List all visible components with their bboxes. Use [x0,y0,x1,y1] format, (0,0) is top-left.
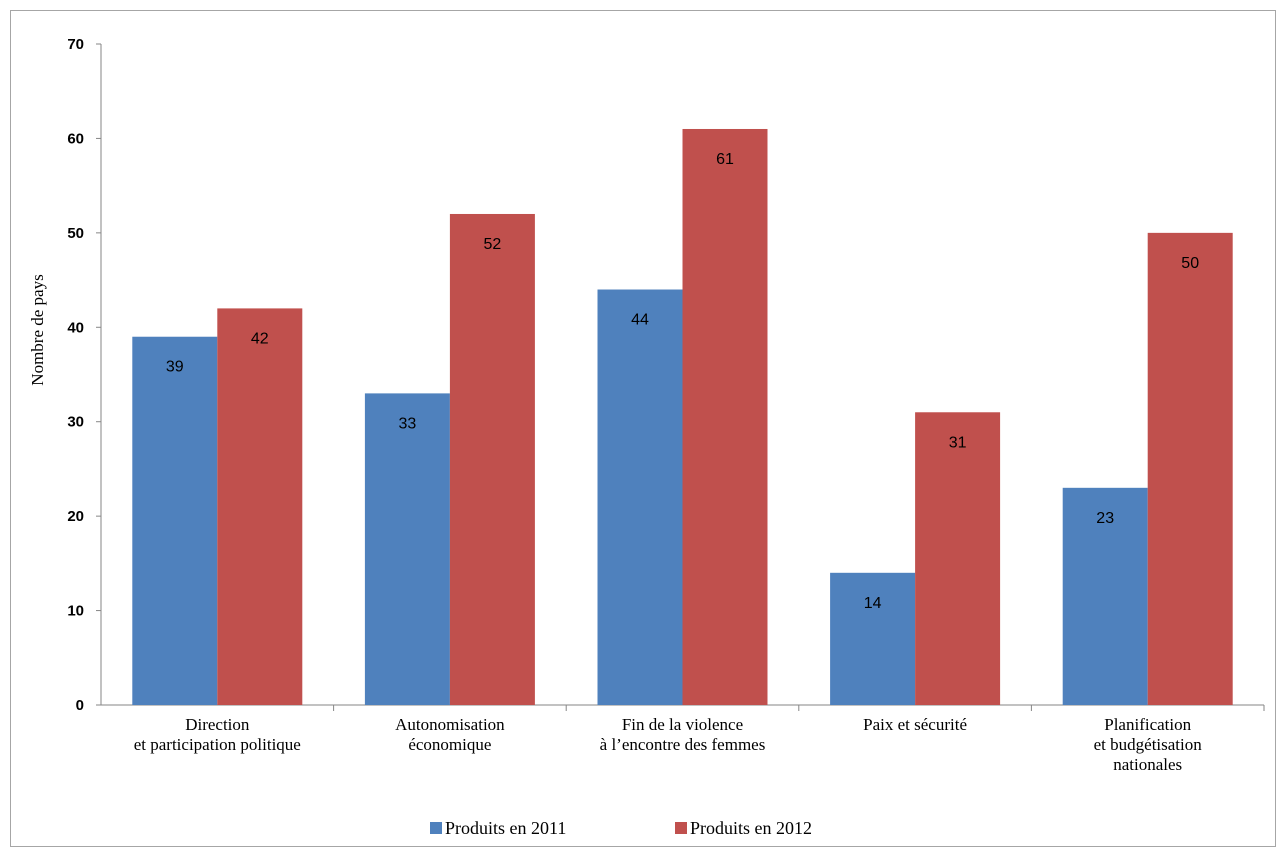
bar-value-label: 61 [716,151,734,168]
x-category-label: économique [408,735,491,754]
y-tick-label: 60 [67,130,84,147]
y-tick-label: 70 [67,36,84,53]
x-category-label: et budgétisation [1094,735,1203,754]
bar [830,572,916,705]
x-category-label: Direction [185,715,250,734]
bar [449,213,535,705]
bar-value-label: 52 [484,236,502,253]
bar-value-label: 31 [949,434,967,451]
x-category-label: Paix et sécurité [863,715,967,734]
bars [132,128,1233,705]
x-category-label: Autonomisation [395,715,505,734]
y-tick-label: 20 [67,508,84,525]
bar-value-label: 33 [399,415,417,432]
legend-label: Produits en 2012 [690,818,812,838]
bar [915,412,1001,705]
legend-swatch [430,822,442,834]
x-category-label: et participation politique [134,735,301,754]
legend-label: Produits en 2011 [445,818,566,838]
y-tick-label: 10 [67,603,84,620]
bar-value-label: 39 [166,359,184,376]
x-category-label: nationales [1113,755,1182,774]
bar-value-label: 44 [631,312,649,329]
bar [1147,232,1233,705]
y-axis-title: Nombre de pays [28,274,47,385]
bar [597,289,683,705]
legend: Produits en 2011 Produits en 2012 [430,818,812,838]
legend-swatch [675,822,687,834]
bar-value-label: 14 [864,595,882,612]
x-category-label: à l’encontre des femmes [600,735,766,754]
bar [682,128,768,705]
bar-value-label: 50 [1181,255,1199,272]
x-category-label: Fin de la violence [622,715,743,734]
bar [1062,487,1148,705]
bar [364,393,450,705]
bar [132,336,218,705]
x-category-label: Planification [1104,715,1191,734]
y-tick-label: 0 [76,697,84,714]
bar-value-label: 42 [251,330,269,347]
y-tick-label: 40 [67,319,84,336]
bar [217,308,303,705]
bar-value-label: 23 [1096,510,1114,527]
data-labels: 39 42 33 52 44 61 14 31 23 50 [166,151,1199,612]
y-tick-label: 50 [67,225,84,242]
y-tick-label: 30 [67,414,84,431]
